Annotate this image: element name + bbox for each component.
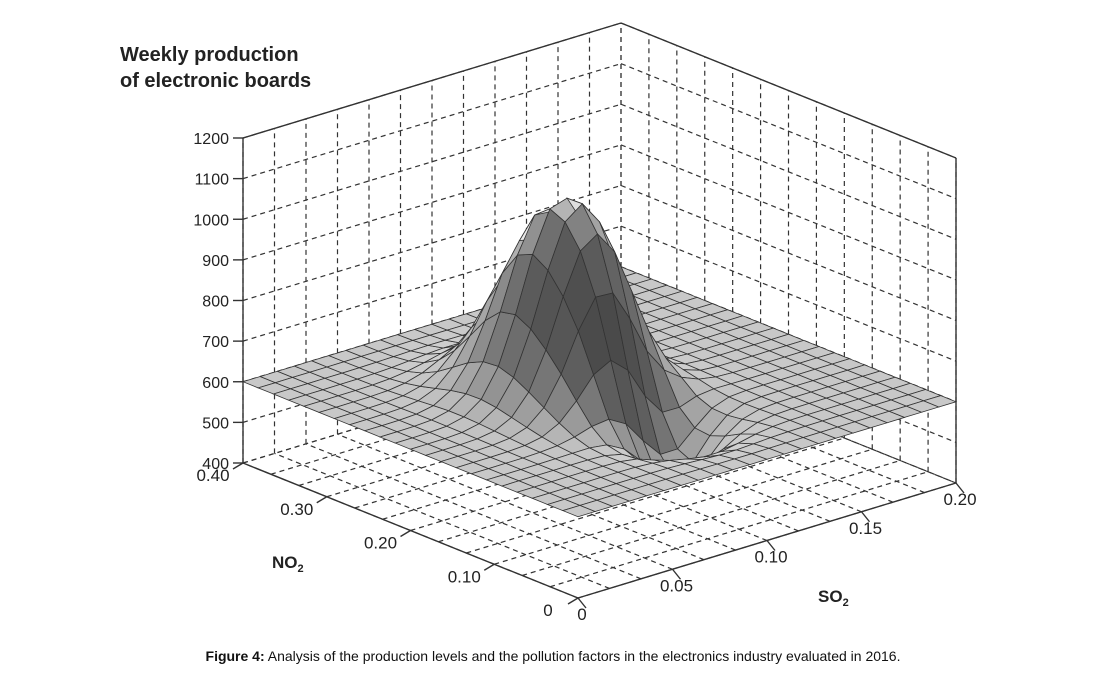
z-tick-label: 500	[202, 415, 229, 432]
y-tick-label: 0	[543, 601, 552, 620]
floor-grid-line	[410, 414, 789, 532]
axis-edge	[242, 22, 622, 139]
axis-edge	[620, 22, 957, 159]
back-wall-grid-line	[242, 103, 622, 220]
x-tick-label: 0.15	[849, 519, 882, 538]
x-tick-label: 0	[577, 605, 586, 624]
back-wall-grid-line	[242, 63, 622, 180]
caption-label: Figure 4:	[205, 648, 265, 664]
side-wall-grid-line	[620, 103, 957, 240]
z-tick-label: 600	[202, 375, 229, 392]
surface-cell	[922, 395, 958, 408]
z-tick-label: 400	[202, 456, 229, 473]
z-axis-label-line1: Weekly production	[120, 44, 299, 66]
side-wall-grid-line	[620, 144, 957, 281]
y-tick-label: 0.40	[196, 466, 229, 485]
surface-mesh	[241, 197, 958, 518]
surface-chart: 1200 1100 1000 900 800 700 600 500 400 0 0.05 0.10 0…	[120, 22, 977, 624]
floor-grid-line	[466, 437, 845, 554]
back-wall-grid-line	[242, 347, 622, 464]
z-axis-label-line2: of electronic boards	[120, 70, 311, 92]
z-tick-label: 1200	[193, 131, 229, 148]
z-tick-label: 800	[202, 294, 229, 311]
floor-grid-line	[382, 403, 761, 520]
y-tick-mark	[316, 496, 328, 504]
y-tick-label: 0.20	[364, 534, 397, 553]
z-tick-label: 700	[202, 334, 229, 351]
floor-grid-line	[494, 448, 873, 565]
z-tick-label: 900	[202, 253, 229, 270]
side-wall-grid-line	[620, 225, 957, 362]
floor-grid-line	[326, 381, 705, 498]
y-tick-label: 0.10	[448, 567, 481, 586]
y-tick-mark	[567, 597, 579, 605]
back-wall-grid-line	[242, 225, 622, 342]
x-tick-label: 0.05	[660, 576, 693, 595]
x-tick-mark	[577, 597, 587, 609]
back-wall-grid-line	[242, 184, 622, 302]
floor-grid-line	[274, 452, 610, 589]
floor-grid-line	[270, 358, 650, 475]
floor-grid-line	[354, 392, 733, 509]
floor-grid-line	[298, 369, 678, 487]
y-tick-label: 0.30	[280, 500, 313, 519]
x-tick-mark	[766, 540, 776, 551]
y-tick-mark	[483, 563, 495, 571]
x-tick-label: 0.10	[754, 548, 787, 567]
z-tick-label: 1100	[195, 172, 230, 189]
x-tick-mark	[860, 511, 871, 523]
side-wall-grid-line	[620, 63, 957, 200]
side-wall-grid-line	[620, 184, 957, 322]
x-tick-label: 0.20	[943, 490, 976, 509]
x-tick-mark	[955, 482, 965, 494]
y-axis-label: NO2	[272, 553, 304, 575]
floor-grid-line	[521, 459, 901, 577]
tick-labels: 1200 1100 1000 900 800 700 600 500 400 0 0.05 0.10 0…	[193, 131, 976, 624]
caption-text: Analysis of the production levels and th…	[264, 648, 901, 664]
back-wall-grid-line	[242, 144, 622, 261]
figure-caption: Figure 4: Analysis of the production lev…	[0, 648, 1106, 664]
axes	[232, 22, 965, 609]
y-tick-mark	[400, 529, 411, 538]
y-tick-mark	[232, 462, 244, 470]
floor-grid-line	[438, 426, 817, 543]
x-axis-label: SO2	[818, 587, 849, 609]
x-tick-mark	[671, 568, 682, 580]
z-tick-label: 1000	[193, 212, 229, 229]
floor-grid-line	[337, 433, 673, 570]
